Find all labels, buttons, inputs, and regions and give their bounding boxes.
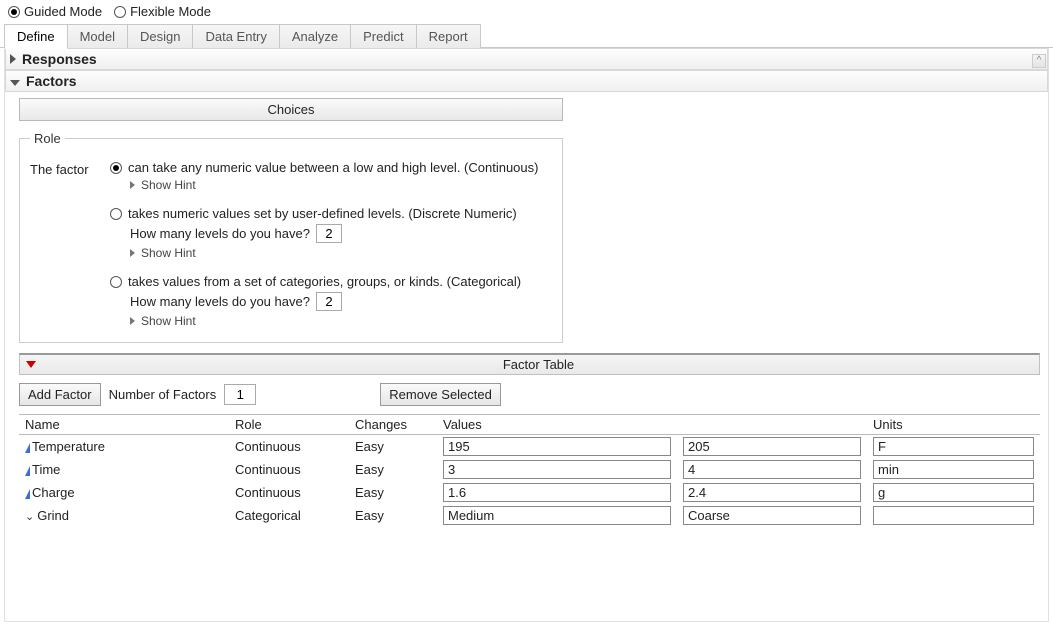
main-tabs: Define Model Design Data Entry Analyze P… (0, 23, 1053, 48)
table-row[interactable]: Charge ContinuousEasy 1.6 2.4 g (19, 481, 1040, 504)
flexible-mode-label: Flexible Mode (130, 4, 211, 19)
factor-value-2[interactable]: 4 (683, 460, 861, 479)
factor-role[interactable]: Continuous (229, 458, 349, 481)
discrete-levels-input[interactable] (316, 224, 342, 243)
role-categorical-radio[interactable] (110, 276, 122, 288)
factors-title: Factors (26, 73, 77, 89)
factor-role[interactable]: Continuous (229, 481, 349, 504)
role-continuous-label: can take any numeric value between a low… (128, 160, 538, 175)
factor-table-title: Factor Table (44, 357, 1033, 372)
responses-header[interactable]: Responses (5, 48, 1048, 70)
chevron-right-icon (130, 249, 135, 257)
factor-role[interactable]: Continuous (229, 435, 349, 459)
role-continuous-radio[interactable] (110, 162, 122, 174)
chevron-right-icon (130, 317, 135, 325)
num-factors-label: Number of Factors (109, 387, 217, 402)
add-factor-button[interactable]: Add Factor (19, 383, 101, 406)
factor-role[interactable]: Categorical (229, 504, 349, 527)
tab-model[interactable]: Model (67, 24, 128, 49)
factor-units[interactable] (873, 506, 1034, 525)
factor-value-1[interactable]: 195 (443, 437, 671, 456)
factors-header[interactable]: Factors (5, 70, 1048, 92)
show-hint-discrete[interactable]: Show Hint (130, 246, 552, 260)
show-hint-label: Show Hint (141, 178, 196, 192)
factor-value-2[interactable]: Coarse (683, 506, 861, 525)
tab-report[interactable]: Report (416, 24, 481, 49)
remove-selected-button[interactable]: Remove Selected (380, 383, 501, 406)
role-fieldset: Role The factor can take any numeric val… (19, 131, 563, 343)
show-hint-continuous[interactable]: Show Hint (130, 178, 552, 192)
categorical-icon: ⌄ (25, 510, 34, 523)
categorical-levels-label: How many levels do you have? (130, 294, 310, 309)
guided-mode-radio[interactable] (8, 6, 20, 18)
col-units[interactable]: Units (867, 415, 1040, 435)
factor-value-1[interactable]: 3 (443, 460, 671, 479)
factor-table-header[interactable]: Factor Table (19, 353, 1040, 375)
show-hint-label: Show Hint (141, 314, 196, 328)
show-hint-categorical[interactable]: Show Hint (130, 314, 552, 328)
factor-changes[interactable]: Easy (349, 504, 437, 527)
tab-predict[interactable]: Predict (350, 24, 416, 49)
factor-units[interactable]: g (873, 483, 1034, 502)
col-role[interactable]: Role (229, 415, 349, 435)
chevron-right-icon (130, 181, 135, 189)
continuous-icon (25, 489, 30, 499)
factor-value-2[interactable]: 2.4 (683, 483, 861, 502)
continuous-icon (25, 466, 30, 476)
tab-analyze[interactable]: Analyze (279, 24, 351, 49)
role-categorical-label: takes values from a set of categories, g… (128, 274, 521, 289)
tab-design[interactable]: Design (127, 24, 193, 49)
factor-name[interactable]: Temperature (32, 439, 105, 454)
continuous-icon (25, 443, 30, 453)
table-row[interactable]: ⌄Grind CategoricalEasy Medium Coarse (19, 504, 1040, 527)
factor-changes[interactable]: Easy (349, 458, 437, 481)
col-changes[interactable]: Changes (349, 415, 437, 435)
col-values[interactable]: Values (437, 415, 867, 435)
scroll-up-icon[interactable]: ^ (1032, 54, 1046, 68)
table-row[interactable]: Time ContinuousEasy 34 min (19, 458, 1040, 481)
flexible-mode-radio[interactable] (114, 6, 126, 18)
role-discrete-label: takes numeric values set by user-defined… (128, 206, 517, 221)
role-legend: Role (30, 131, 65, 146)
factor-value-1[interactable]: 1.6 (443, 483, 671, 502)
factor-units[interactable]: F (873, 437, 1034, 456)
factor-value-1[interactable]: Medium (443, 506, 671, 525)
factor-name[interactable]: Time (32, 462, 60, 477)
factor-changes[interactable]: Easy (349, 481, 437, 504)
factor-name[interactable]: Grind (37, 508, 69, 523)
categorical-levels-input[interactable] (316, 292, 342, 311)
guided-mode-label: Guided Mode (24, 4, 102, 19)
factor-units[interactable]: min (873, 460, 1034, 479)
chevron-down-icon (10, 80, 20, 86)
choices-button[interactable]: Choices (19, 98, 563, 121)
discrete-levels-label: How many levels do you have? (130, 226, 310, 241)
red-triangle-icon[interactable] (26, 361, 36, 368)
factor-changes[interactable]: Easy (349, 435, 437, 459)
role-label: The factor (30, 160, 100, 177)
factor-value-2[interactable]: 205 (683, 437, 861, 456)
chevron-right-icon (10, 54, 16, 64)
factor-table: Name Role Changes Values Units Temperatu… (19, 415, 1040, 527)
factor-name[interactable]: Charge (32, 485, 75, 500)
tab-data-entry[interactable]: Data Entry (192, 24, 279, 49)
tab-define[interactable]: Define (4, 24, 68, 49)
show-hint-label: Show Hint (141, 246, 196, 260)
role-discrete-radio[interactable] (110, 208, 122, 220)
table-row[interactable]: Temperature ContinuousEasy 195 205 F (19, 435, 1040, 459)
responses-title: Responses (22, 51, 97, 67)
col-name[interactable]: Name (19, 415, 229, 435)
num-factors-input[interactable] (224, 384, 256, 405)
